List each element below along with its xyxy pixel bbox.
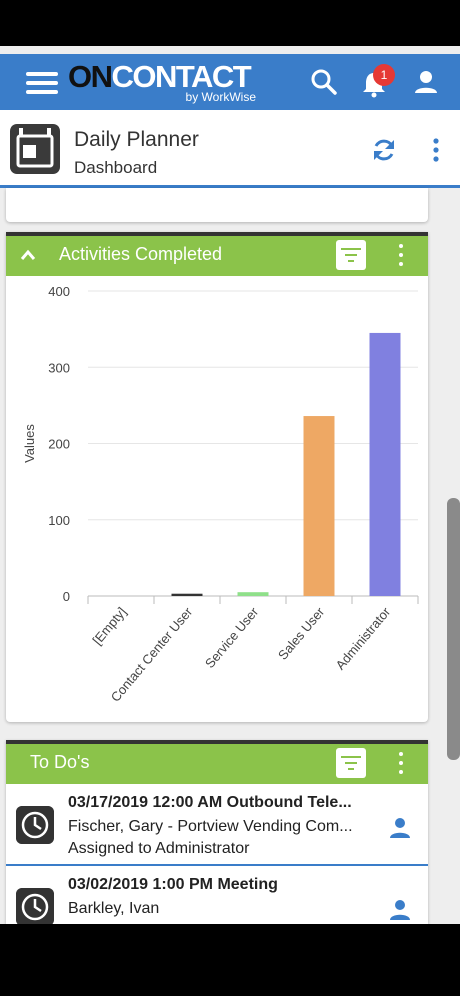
y-tick-label: 300	[48, 360, 70, 375]
activities-card-title: Activities Completed	[59, 244, 223, 264]
calendar-icon	[10, 124, 60, 174]
clock-icon	[16, 888, 54, 924]
clock-icon	[16, 806, 54, 844]
bar	[171, 593, 203, 596]
previous-card	[6, 188, 428, 222]
todos-card: To Do's 03/17/2019 12:00 AM Outbound Tel…	[6, 740, 428, 924]
page-header: Daily Planner Dashboard	[0, 110, 460, 188]
x-tick-label: Service User	[202, 604, 262, 671]
more-vert-icon[interactable]	[398, 752, 404, 774]
page-subtitle: Dashboard	[74, 158, 158, 177]
todos-card-title: To Do's	[30, 752, 90, 772]
todo-item-title: 03/02/2019 1:00 PM Meeting	[68, 876, 278, 893]
account-icon[interactable]	[412, 68, 440, 96]
x-tick-label: Sales User	[275, 604, 328, 663]
person-icon[interactable]	[388, 898, 412, 922]
todo-item[interactable]: 03/17/2019 12:00 AM Outbound Tele... Fis…	[6, 786, 428, 866]
app-screen: ONCONTACT by WorkWise 1 Daily Planner Da…	[0, 46, 460, 924]
app-bar: ONCONTACT by WorkWise 1	[0, 54, 460, 110]
menu-icon[interactable]	[26, 70, 60, 96]
brand-sub: by WorkWise	[185, 90, 256, 104]
more-vert-icon[interactable]	[398, 244, 404, 266]
todos-card-header: To Do's	[6, 740, 428, 784]
page-title: Daily Planner	[74, 128, 199, 151]
y-axis-label: Values	[22, 424, 37, 463]
bar	[369, 332, 401, 596]
activities-card-header: Activities Completed	[6, 232, 428, 276]
y-tick-label: 0	[63, 589, 70, 604]
bar	[237, 592, 269, 596]
brand-contact: CONTACT	[111, 59, 252, 94]
brand-logo: ONCONTACT by WorkWise	[68, 60, 258, 106]
todo-item-contact: Barkley, Ivan	[68, 900, 160, 917]
person-icon[interactable]	[388, 816, 412, 840]
bar	[303, 416, 335, 596]
filter-icon[interactable]	[336, 240, 366, 270]
notification-badge: 1	[373, 64, 395, 86]
y-tick-label: 200	[48, 437, 70, 452]
more-vert-icon[interactable]	[422, 136, 450, 164]
scrollbar-thumb[interactable]	[447, 498, 460, 760]
todo-item-contact: Fischer, Gary - Portview Vending Com...	[68, 818, 353, 835]
todo-item[interactable]: 03/02/2019 1:00 PM Meeting Barkley, Ivan	[6, 868, 428, 924]
refresh-icon[interactable]	[370, 136, 398, 164]
chevron-up-icon[interactable]	[20, 248, 36, 262]
x-tick-label: [Empty]	[89, 604, 129, 647]
brand-on: ON	[68, 59, 113, 94]
filter-icon[interactable]	[336, 748, 366, 778]
x-tick-label: Administrator	[333, 604, 394, 673]
todo-item-assignee: Assigned to Administrator	[68, 840, 250, 857]
y-tick-label: 100	[48, 513, 70, 528]
activities-card: Activities Completed 0 100 200 300 400 [Empty…	[6, 232, 428, 722]
y-tick-label: 400	[48, 284, 70, 299]
search-icon[interactable]	[310, 68, 338, 96]
todo-item-title: 03/17/2019 12:00 AM Outbound Tele...	[68, 794, 352, 811]
